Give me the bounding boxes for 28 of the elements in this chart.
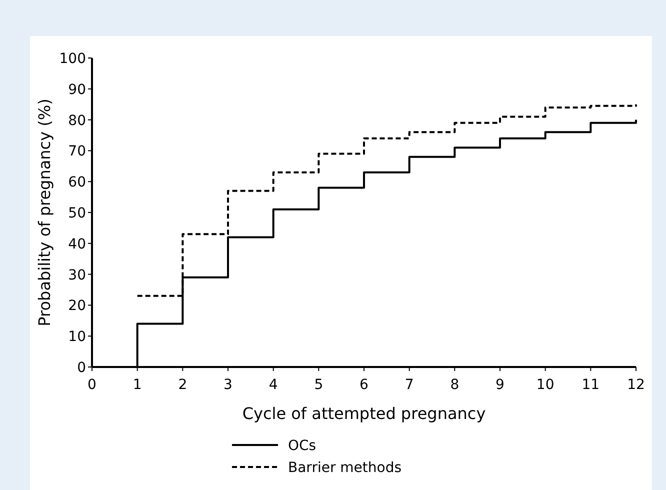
x-tick-label: 8 [450,377,460,393]
y-tick-label: 0 [77,360,86,376]
y-tick-label: 10 [68,329,86,346]
x-tick-label: 7 [404,377,414,393]
x-tick-label: 4 [268,377,278,393]
y-axis-title: Probability of pregnancy (%) [35,98,54,326]
y-tick-label: 70 [68,144,86,160]
x-tick-label: 3 [224,377,232,393]
x-tick-label: 0 [88,377,96,393]
x-tick-label: 5 [314,377,324,393]
y-tick-label: 100 [59,51,86,67]
legend-label: Barrier methods [288,460,402,476]
y-tick-label: 80 [68,112,86,129]
x-tick-label: 12 [627,377,645,393]
x-tick-label: 10 [536,377,554,393]
y-tick-label: 60 [68,174,86,191]
x-tick-label: 1 [132,377,142,393]
y-tick-label: 30 [68,267,86,284]
x-tick-label: 6 [360,377,369,393]
x-tick-label: 9 [496,377,504,393]
legend-label: OCs [288,438,316,454]
y-tick-label: 40 [68,236,86,252]
x-axis-title: Cycle of attempted pregnancy [242,404,486,423]
y-tick-label: 50 [68,206,86,222]
y-tick-label: 90 [68,82,86,98]
x-tick-label: 11 [582,377,600,393]
x-tick-label: 2 [178,377,188,393]
y-tick-label: 20 [68,298,86,314]
